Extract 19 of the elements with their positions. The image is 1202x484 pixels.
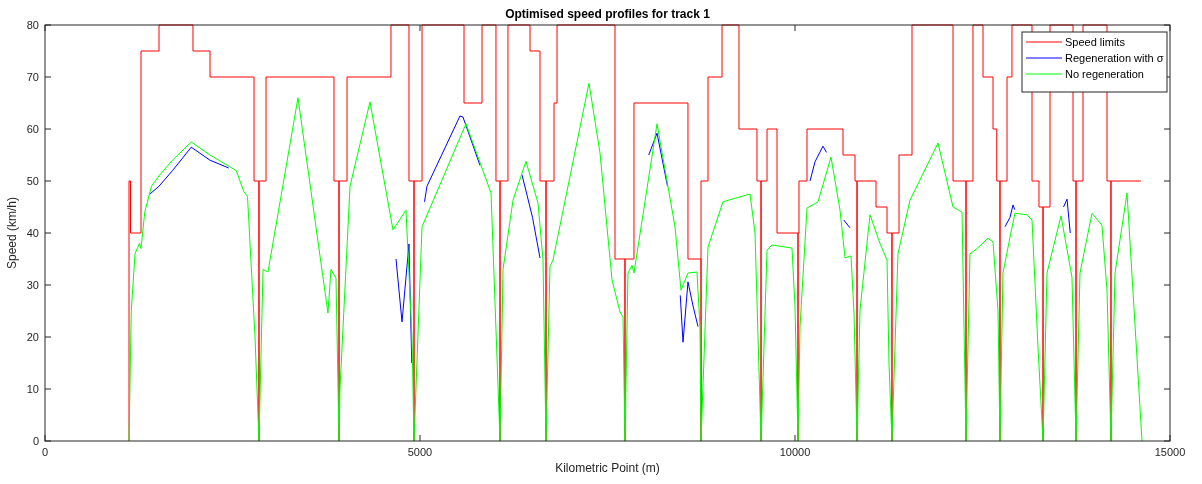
y-tick-label: 60 <box>26 123 39 135</box>
chart-title: Optimised speed profiles for track 1 <box>505 7 711 21</box>
y-tick-label: 40 <box>26 227 39 239</box>
y-tick-label: 20 <box>26 331 39 343</box>
legend-label: Regeneration with σ <box>1065 52 1164 64</box>
legend-label: No regeneration <box>1065 68 1144 80</box>
x-tick-label: 0 <box>41 446 49 458</box>
x-tick-label: 15000 <box>1154 446 1186 458</box>
y-tick-label: 30 <box>26 279 39 291</box>
y-tick-label: 80 <box>26 19 39 31</box>
y-axis-title: Speed (km/h) <box>5 196 19 270</box>
x-tick-label: 5000 <box>407 446 433 458</box>
y-tick-label: 10 <box>26 383 39 395</box>
x-axis-title: Kilometric Point (m) <box>555 461 660 475</box>
legend-label: Speed limits <box>1065 36 1126 48</box>
y-tick-label: 0 <box>32 435 39 447</box>
y-tick-label: 70 <box>26 71 39 83</box>
x-tick-label: 10000 <box>779 446 811 458</box>
y-tick-label: 50 <box>26 175 39 187</box>
